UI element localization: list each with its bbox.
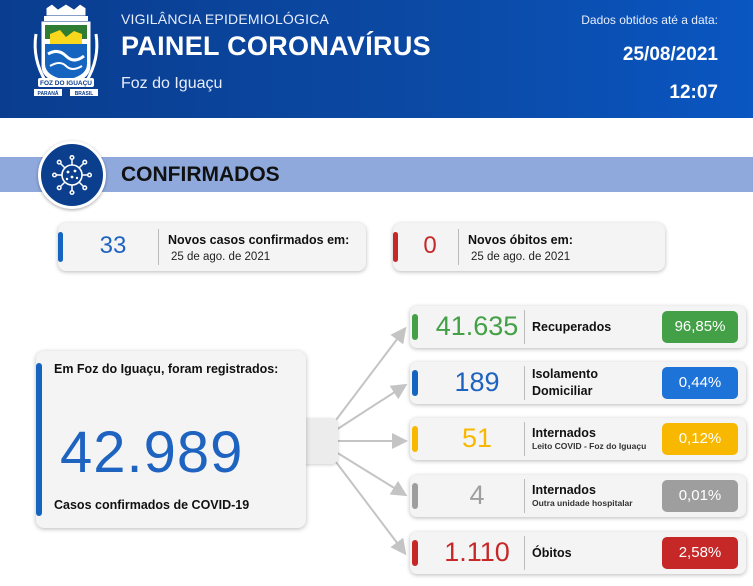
hospitalized-covid-sublabel: Leito COVID - Foz do Iguaçu — [532, 441, 647, 451]
hospitalized-covid-value: 51 — [461, 423, 493, 453]
hospitalized-covid-divider — [524, 422, 525, 456]
hospitalized-other-divider — [524, 479, 525, 513]
new-cases-title: Novos casos confirmados em: — [168, 233, 350, 247]
new-deaths-value: 0 — [423, 232, 437, 259]
new-deaths-title: Novos óbitos em: — [468, 233, 573, 247]
hospitalized-other-sublabel: Outra unidade hospitalar — [532, 498, 633, 508]
new-deaths-divider — [458, 229, 459, 265]
virus-icon — [38, 141, 106, 209]
deaths-percent-badge: 2,58% — [662, 537, 738, 569]
recovered-card: 41.635 Recuperados 96,85% — [410, 306, 746, 348]
header-banner: FOZ DO IGUAÇU PARANÁ BRASIL VIGILÂNCIA E… — [0, 0, 753, 118]
home-isolation-card: 189 Isolamento Domiciliar 0,44% — [410, 362, 746, 404]
city-name: Foz do Iguaçu — [121, 75, 223, 92]
crest-left-tag: PARANÁ — [37, 90, 58, 97]
section-bar — [0, 157, 753, 192]
home-isolation-accent — [412, 370, 418, 396]
total-cases-accent — [36, 363, 42, 516]
total-cases-card: Em Foz do Iguaçu, foram registrados: 42.… — [36, 351, 306, 528]
data-date: 25/08/2021 — [622, 44, 718, 65]
home-isolation-percent-badge: 0,44% — [662, 367, 738, 399]
deaths-value: 1.110 — [444, 537, 510, 567]
new-deaths-date: 25 de ago. de 2021 — [471, 251, 571, 263]
header-subtitle: VIGILÂNCIA EPIDEMIOLÓGICA — [121, 11, 330, 27]
recovered-label: Recuperados — [532, 320, 612, 334]
crest-right-tag: BRASIL — [75, 91, 94, 97]
hospitalized-other-card: 4 Internados Outra unidade hospitalar 0,… — [410, 475, 746, 517]
recovered-accent — [412, 314, 418, 340]
home-isolation-divider — [524, 366, 525, 400]
new-cases-accent — [58, 232, 63, 262]
recovered-divider — [524, 310, 525, 344]
hospitalized-covid-percent-badge: 0,12% — [662, 423, 738, 455]
hospitalized-other-value: 4 — [469, 480, 485, 510]
hospitalized-other-label: Internados — [532, 483, 596, 497]
deaths-card: 1.110 Óbitos 2,58% — [410, 532, 746, 574]
new-cases-date: 25 de ago. de 2021 — [171, 251, 271, 263]
data-time: 12:07 — [669, 82, 718, 103]
deaths-label: Óbitos — [532, 546, 572, 560]
deaths-divider — [524, 536, 525, 570]
total-cases-title: Em Foz do Iguaçu, foram registrados: — [54, 362, 279, 376]
section-title: CONFIRMADOS — [121, 163, 280, 186]
recovered-percent-badge: 96,85% — [662, 311, 738, 343]
new-cases-divider — [158, 229, 159, 265]
home-isolation-value: 189 — [454, 367, 500, 397]
crest-banner-text: FOZ DO IGUAÇU — [40, 80, 92, 87]
total-cases-subtitle: Casos confirmados de COVID-19 — [54, 498, 250, 512]
home-isolation-label: Isolamento Domiciliar — [532, 367, 598, 398]
data-date-label: Dados obtidos até a data: — [581, 13, 718, 27]
hospitalized-other-percent-badge: 0,01% — [662, 480, 738, 512]
recovered-value: 41.635 — [435, 311, 519, 341]
new-deaths-card: 0 Novos óbitos em: 25 de ago. de 2021 — [393, 223, 665, 271]
total-cases-value: 42.989 — [60, 420, 244, 485]
hospitalized-covid-card: 51 Internados Leito COVID - Foz do Iguaç… — [410, 418, 746, 460]
new-cases-value: 33 — [99, 232, 127, 259]
page-title: PAINEL CORONAVÍRUS — [121, 31, 431, 61]
hospitalized-covid-label: Internados — [532, 426, 596, 440]
hospitalized-covid-accent — [412, 426, 418, 452]
new-cases-card: 33 Novos casos confirmados em: 25 de ago… — [58, 223, 366, 271]
hospitalized-other-accent — [412, 483, 418, 509]
city-crest-icon: FOZ DO IGUAÇU PARANÁ BRASIL — [30, 3, 102, 100]
deaths-accent — [412, 540, 418, 566]
new-deaths-accent — [393, 232, 398, 262]
